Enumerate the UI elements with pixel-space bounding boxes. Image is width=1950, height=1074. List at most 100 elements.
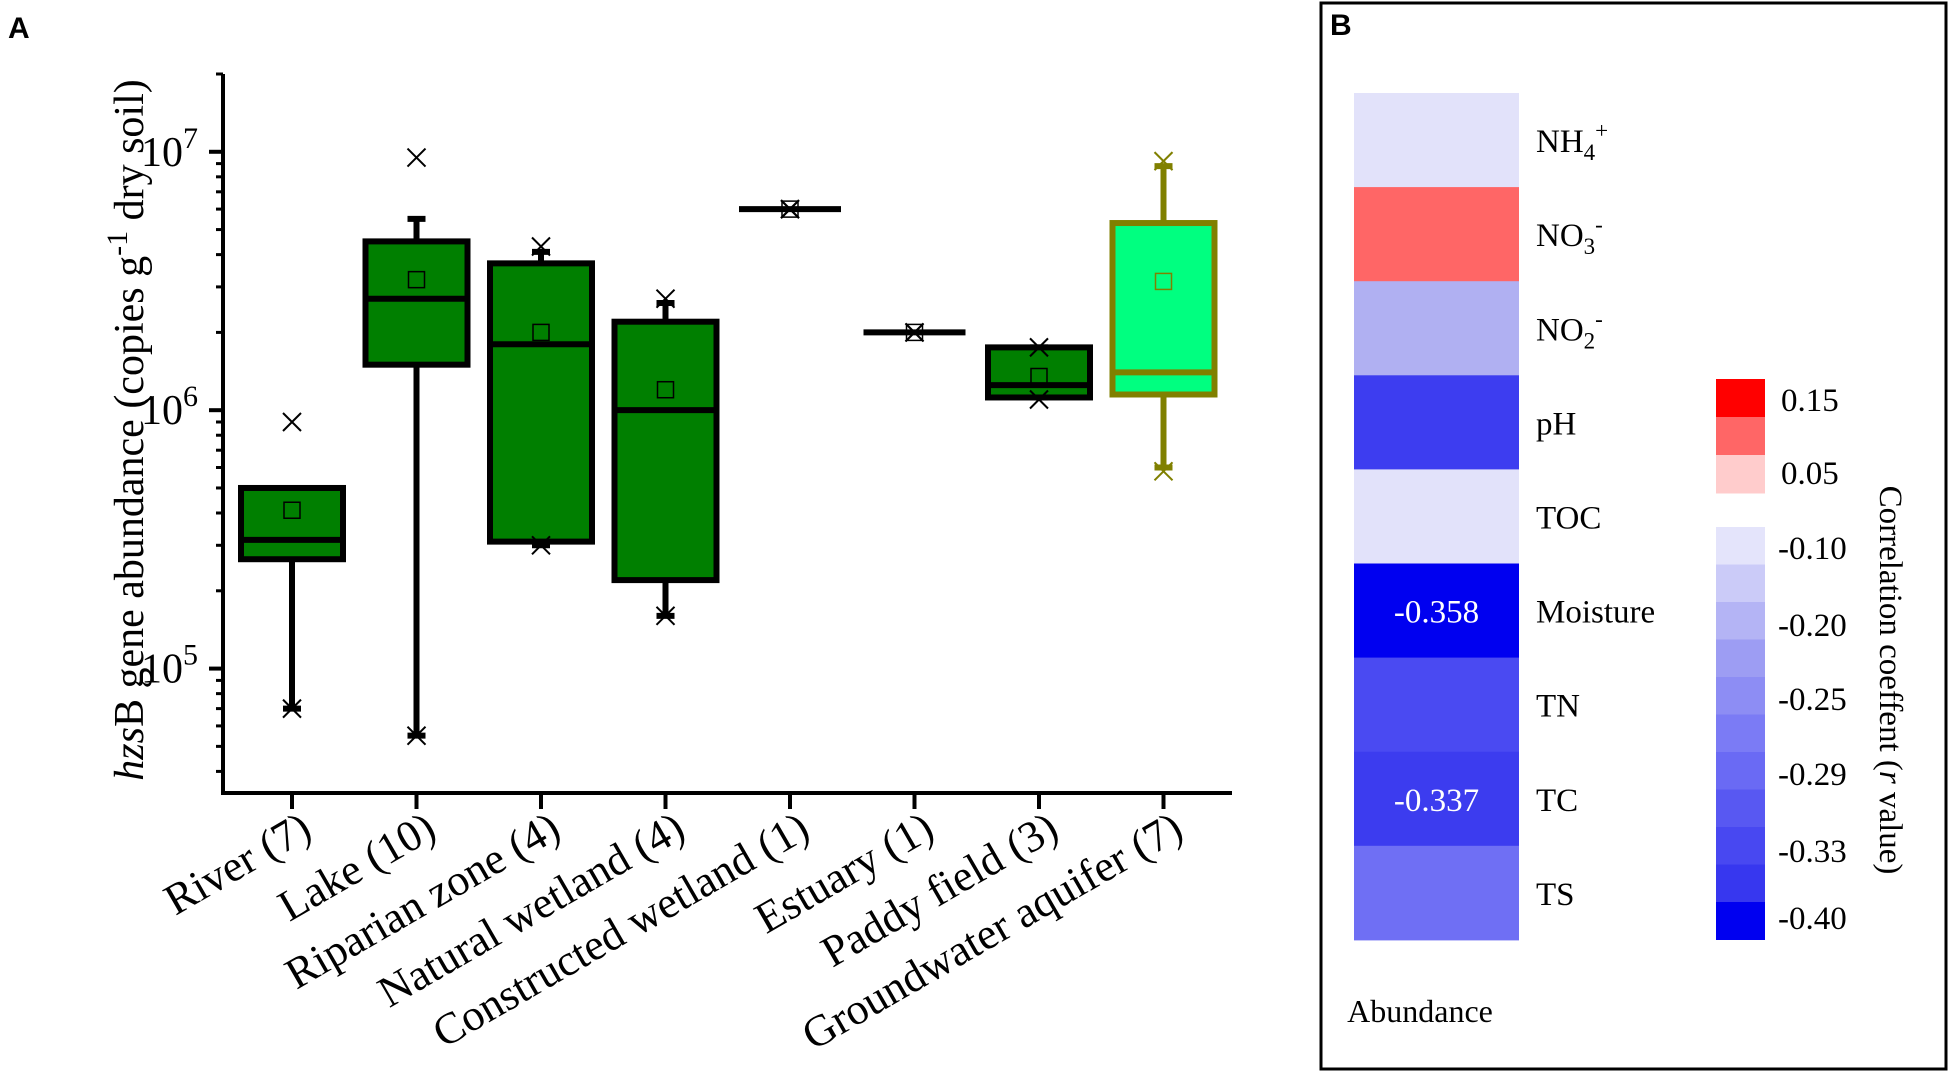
box-iqr — [487, 260, 595, 545]
heatmap-cell — [1354, 281, 1519, 376]
legend-swatch-negative — [1716, 864, 1765, 903]
heatmap-cell — [1354, 845, 1519, 941]
legend-swatch-negative — [1716, 639, 1765, 678]
legend-swatch-positive — [1716, 455, 1765, 494]
cell-value: -0.337 — [1394, 783, 1479, 819]
row-label-sub: 4 — [1584, 140, 1596, 165]
box-group — [985, 337, 1093, 410]
extreme-marker — [406, 725, 427, 746]
row-label: TN — [1536, 689, 1580, 725]
legend-label-positive: 0.05 — [1781, 456, 1839, 492]
y-tick-exponent: 7 — [183, 122, 198, 155]
legend-swatch-negative — [1716, 602, 1765, 640]
heatmap-cell — [1354, 187, 1519, 282]
y-tick-base: 10 — [141, 647, 183, 693]
y-axis-title-end: dry soil) — [107, 79, 153, 231]
heatmap-cell — [1354, 751, 1519, 847]
box-group — [238, 412, 346, 719]
row-label-sub: 3 — [1584, 234, 1596, 259]
legend-swatch-negative — [1716, 714, 1765, 753]
mean-marker — [781, 200, 799, 218]
row-label-base: pH — [1536, 406, 1576, 442]
mean-marker — [905, 323, 924, 342]
heatmap-row: pH — [1354, 375, 1576, 470]
extreme-marker — [1029, 337, 1049, 358]
extreme-marker — [780, 199, 800, 219]
axes — [221, 74, 1232, 795]
y-tick-label: 106 — [141, 380, 198, 434]
row-label: TC — [1536, 783, 1578, 819]
extreme-marker — [406, 147, 427, 168]
extreme-marker — [282, 698, 302, 719]
heatmap-row: TOC — [1354, 469, 1601, 564]
heatmap-cell — [1354, 93, 1519, 188]
row-label-base: NH — [1536, 124, 1584, 160]
y-axis-title-sup: -1 — [101, 231, 134, 256]
box-group — [362, 147, 471, 746]
heatmap-row: NO2- — [1354, 281, 1603, 376]
legend-swatch-negative — [1716, 752, 1765, 790]
mean-marker — [656, 380, 675, 399]
mean-marker — [407, 270, 426, 289]
box-group — [739, 199, 841, 219]
row-label-sub: 2 — [1584, 328, 1596, 353]
box-group — [863, 322, 966, 343]
legend-swatch-negative — [1716, 527, 1765, 565]
y-tick-base: 10 — [141, 130, 183, 176]
heatmap-cell — [1354, 563, 1519, 659]
legend-title-italic: r — [1872, 771, 1908, 784]
cell-value: -0.358 — [1394, 595, 1479, 631]
color-legend: 0.15 0.05 -0.10 -0.20 -0.25 -0.29 -0.33 -0.40 — [1716, 379, 1847, 940]
row-label-base: NO — [1536, 218, 1584, 254]
legend-swatch-negative — [1716, 564, 1765, 603]
box-series — [238, 147, 1218, 746]
row-label-base: TS — [1536, 877, 1575, 913]
box-group — [487, 236, 595, 556]
extreme-marker — [1153, 151, 1174, 171]
row-label-base: Moisture — [1536, 595, 1655, 631]
y-axis-title: hzsB gene abundance (copies g-1 dry soil… — [101, 79, 153, 781]
heatmap-cell — [1354, 375, 1519, 470]
extreme-marker — [531, 535, 551, 556]
legend-swatch-negative — [1716, 902, 1765, 940]
legend-swatch-negative — [1716, 827, 1765, 865]
heatmap-cell — [1354, 657, 1519, 753]
legend-title-main: Correlation coeffent ( — [1872, 486, 1908, 771]
heatmap-row: NO3- — [1354, 187, 1603, 282]
row-label: NH4+ — [1536, 118, 1608, 165]
mean-marker — [283, 501, 301, 519]
panel-b-frame — [1319, 1, 1948, 1071]
heatmap-row: -0.337 TC — [1354, 751, 1578, 847]
legend-title: Correlation coeffent (r value) — [1872, 486, 1908, 875]
row-label-base: NO — [1536, 312, 1584, 348]
legend-label-positive: 0.15 — [1781, 383, 1839, 419]
heatmap-column-label: Abundance — [1347, 993, 1493, 1029]
legend-swatch-positive — [1716, 417, 1765, 456]
legend-label-negative: -0.10 — [1778, 531, 1847, 567]
extreme-marker — [282, 412, 302, 432]
legend-swatch-negative — [1716, 789, 1765, 828]
y-tick-label: 107 — [141, 122, 198, 176]
y-tick-label: 105 — [141, 639, 198, 693]
row-label: NO3- — [1536, 212, 1603, 259]
row-label-sup: - — [1595, 212, 1603, 237]
row-label: pH — [1536, 406, 1576, 442]
y-axis-title-main: B gene abundance (copies g — [107, 256, 153, 727]
heatmap-row: TN — [1354, 657, 1580, 753]
panel-a-label: A — [8, 12, 30, 45]
extreme-marker — [1029, 389, 1049, 410]
heatmap-row: TS — [1354, 845, 1575, 941]
row-label-base: TN — [1536, 689, 1580, 725]
row-label: NO2- — [1536, 306, 1603, 353]
row-label: Moisture — [1536, 595, 1655, 631]
legend-label-negative: -0.33 — [1778, 834, 1847, 870]
extreme-marker — [904, 322, 925, 343]
extreme-marker — [1153, 461, 1174, 482]
legend-swatch-positive — [1716, 379, 1765, 418]
heatmap-row: NH4+ — [1354, 93, 1608, 188]
row-label: TOC — [1536, 500, 1601, 536]
